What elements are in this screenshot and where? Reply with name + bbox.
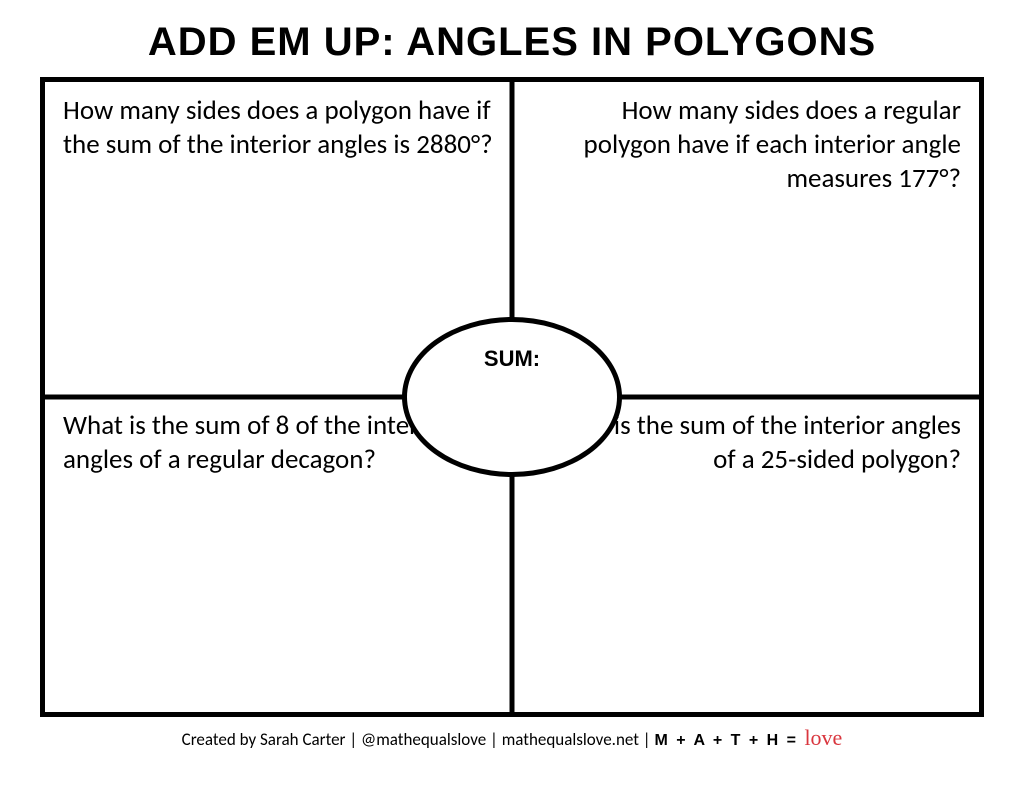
- worksheet-grid: How many sides does a polygon have if th…: [40, 77, 984, 717]
- footer-site: mathequalslove.net: [502, 729, 639, 750]
- footer-separator: |: [490, 729, 502, 750]
- footer-handle: @mathequalslove: [361, 729, 486, 750]
- page-title: ADD EM UP: ANGLES IN POLYGONS: [40, 20, 984, 65]
- footer: Created by Sarah Carter | @mathequalslov…: [40, 725, 984, 751]
- footer-logo: M + A + T + H = love: [654, 732, 842, 749]
- footer-separator: |: [349, 729, 361, 750]
- sum-label: SUM:: [484, 346, 540, 372]
- footer-logo-prefix: M + A + T + H =: [654, 732, 804, 749]
- footer-author: Created by Sarah Carter: [182, 729, 346, 750]
- footer-logo-love: love: [804, 725, 842, 750]
- sum-oval: SUM:: [402, 317, 622, 477]
- footer-separator: |: [643, 729, 655, 750]
